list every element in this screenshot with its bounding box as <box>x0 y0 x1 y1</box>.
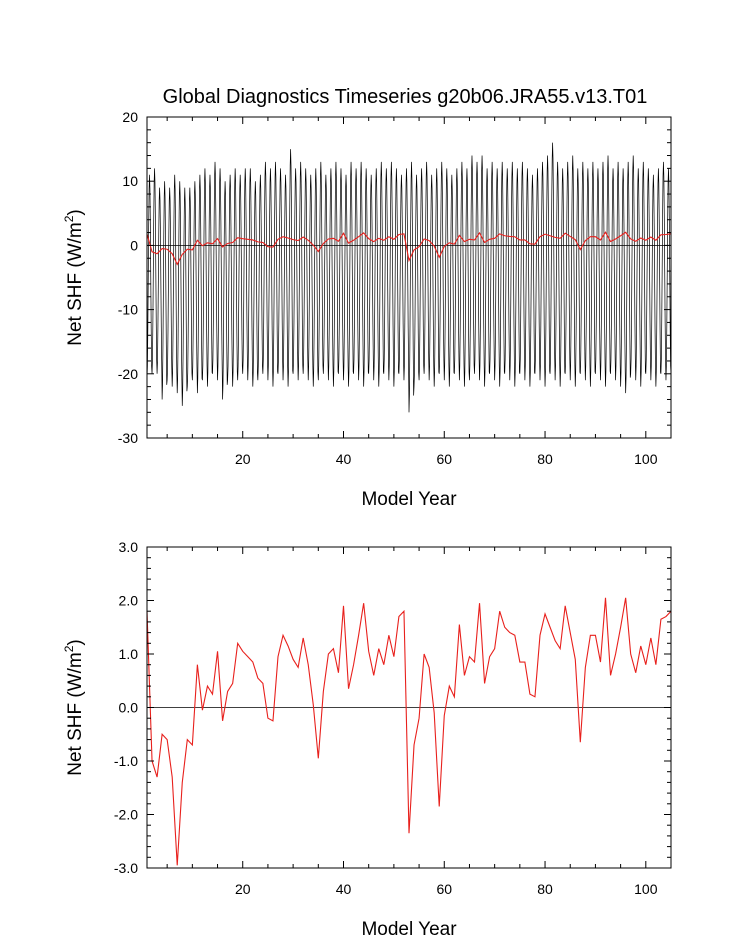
y-tick-label: 10 <box>122 173 138 189</box>
annual-timeseries-panel: -3.0 -2.0 -1.0 0.0 1.0 2.0 3.0 20 40 60 80 100 Mod… <box>62 539 672 940</box>
x-tick-labels: 20 40 60 80 100 <box>235 881 658 897</box>
y-tick-labels: -3.0 -2.0 -1.0 0.0 1.0 2.0 3.0 <box>114 539 138 876</box>
annual-mean-series <box>146 597 672 866</box>
monthly-timeseries-panel: -30 -20 -10 0 10 20 20 40 60 80 100 Model Year Ne… <box>62 109 672 510</box>
annual-mean-series <box>146 231 672 266</box>
plot-frame <box>146 116 672 439</box>
monthly-line <box>146 142 672 413</box>
y-tick-label: -2.0 <box>114 807 138 823</box>
y-axis-label-text: Net SHF (W/m <box>65 222 86 346</box>
annual-mean-line <box>146 597 672 866</box>
y-axis-label-close: ) <box>65 209 86 215</box>
x-tick-label: 80 <box>537 881 553 897</box>
y-tick-label: -10 <box>118 302 138 318</box>
y-axis-label-superscript: 2 <box>62 645 76 652</box>
y-tick-label: 0.0 <box>119 700 139 716</box>
axis-ticks <box>147 546 672 869</box>
y-tick-label: -3.0 <box>114 860 138 876</box>
x-tick-label: 100 <box>634 451 658 467</box>
x-tick-label: 60 <box>436 881 452 897</box>
y-axis-label-text: Net SHF (W/m <box>65 652 86 776</box>
x-tick-label: 80 <box>537 451 553 467</box>
x-tick-label: 40 <box>336 451 352 467</box>
y-tick-label: -30 <box>118 430 138 446</box>
x-axis-label: Model Year <box>361 489 457 510</box>
y-tick-labels: -30 -20 -10 0 10 20 <box>118 109 138 446</box>
y-tick-label: 1.0 <box>119 646 139 662</box>
x-tick-label: 100 <box>634 881 658 897</box>
y-tick-label: 0 <box>130 237 138 253</box>
y-axis-label: Net SHF (W/m2) <box>62 639 86 776</box>
monthly-series <box>146 142 672 413</box>
figure-title: Global Diagnostics Timeseries g20b06.JRA… <box>163 86 648 108</box>
x-tick-label: 60 <box>436 451 452 467</box>
y-tick-label: -1.0 <box>114 753 138 769</box>
y-axis-label: Net SHF (W/m2) <box>62 209 86 346</box>
y-axis-label-superscript: 2 <box>62 215 76 222</box>
annual-mean-line <box>146 231 672 266</box>
x-tick-label: 40 <box>336 881 352 897</box>
x-tick-labels: 20 40 60 80 100 <box>235 451 658 467</box>
x-tick-label: 20 <box>235 881 251 897</box>
y-tick-label: 20 <box>122 109 138 125</box>
y-tick-label: 2.0 <box>119 593 139 609</box>
x-tick-label: 20 <box>235 451 251 467</box>
axis-ticks <box>147 116 672 439</box>
x-axis-label: Model Year <box>361 919 457 940</box>
y-tick-label: -20 <box>118 366 138 382</box>
y-axis-label-close: ) <box>65 639 86 645</box>
y-tick-label: 3.0 <box>119 539 139 555</box>
